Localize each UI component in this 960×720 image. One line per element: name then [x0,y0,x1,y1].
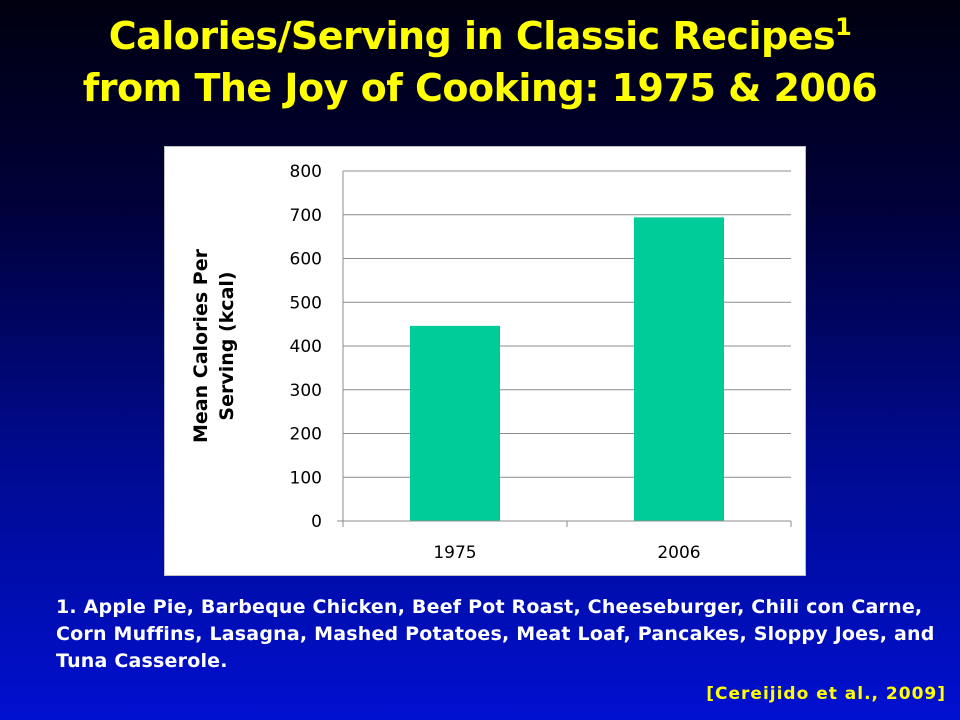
y-tick-label: 600 [290,250,322,270]
bar-1975 [410,325,500,521]
y-tick-label: 300 [290,381,322,401]
y-axis-label-line: Mean Calories Per [190,248,212,443]
y-tick-label: 400 [290,337,322,357]
citation: [Cereijido et al., 2009] [706,684,946,704]
y-tick-label: 800 [290,162,322,182]
x-tick-labels: 1975 2006 [433,543,700,563]
y-tick-label: 100 [290,468,322,488]
bars [410,217,724,521]
title-text-1: Calories/Serving in Classic Recipes [108,14,836,58]
y-tick-label: 500 [290,293,322,313]
axes [337,171,792,527]
y-axis-label-line: Serving (kcal) [216,271,238,420]
y-axis-label: Mean Calories Per Serving (kcal) [190,248,238,443]
y-tick-label: 200 [290,425,322,445]
slide-title: Calories/Serving in Classic Recipes1 fro… [0,10,960,114]
y-tick-label: 0 [311,512,322,532]
y-tick-labels: 0 100 200 300 400 500 600 700 800 [290,162,322,532]
x-tick-label: 1975 [433,543,476,563]
chart-panel: 0 100 200 300 400 500 600 700 800 1975 2006 Mean … [164,146,806,576]
y-tick-label: 700 [290,206,322,226]
title-footnote-marker: 1 [835,13,852,41]
title-line-1: Calories/Serving in Classic Recipes1 [0,10,960,62]
x-tick-label: 2006 [657,543,700,563]
title-line-2: from The Joy of Cooking: 1975 & 2006 [82,66,878,110]
bar-chart: 0 100 200 300 400 500 600 700 800 1975 2006 Mean … [190,162,792,563]
bar-2006 [634,217,724,521]
footnote: 1. Apple Pie, Barbeque Chicken, Beef Pot… [56,596,935,672]
